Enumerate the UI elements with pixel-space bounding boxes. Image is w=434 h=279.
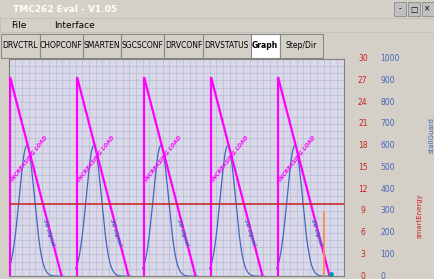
Bar [279, 34, 322, 58]
Text: SG signal: SG signal [109, 219, 122, 247]
Text: 200: 200 [380, 228, 394, 237]
Bar [203, 34, 250, 58]
Text: 15: 15 [357, 163, 367, 172]
Text: SG signal: SG signal [176, 219, 189, 247]
Text: DRVCTRL: DRVCTRL [3, 41, 38, 50]
Text: File: File [11, 21, 26, 30]
Text: Step/Dir: Step/Dir [285, 41, 316, 50]
Text: 600: 600 [380, 141, 394, 150]
Text: INCREASING LOAD: INCREASING LOAD [76, 135, 115, 182]
Text: 18: 18 [357, 141, 367, 150]
Bar [40, 34, 83, 58]
Text: TMC262 Eval - V1.05: TMC262 Eval - V1.05 [13, 4, 117, 14]
Bar [393, 2, 405, 16]
Text: INCREASING LOAD: INCREASING LOAD [10, 135, 48, 182]
Bar [1, 34, 40, 58]
Text: Interface: Interface [54, 21, 95, 30]
Text: 12: 12 [357, 185, 367, 194]
Text: 3: 3 [359, 250, 365, 259]
Text: 400: 400 [380, 185, 394, 194]
Text: DRVCONF: DRVCONF [164, 41, 202, 50]
Text: INCREASING LOAD: INCREASING LOAD [143, 135, 182, 182]
Text: 0: 0 [380, 272, 385, 279]
Text: INCREASING LOAD: INCREASING LOAD [277, 135, 316, 182]
Bar [322, 211, 325, 276]
Text: stallGuard: stallGuard [427, 117, 434, 153]
Bar [164, 34, 202, 58]
Text: 21: 21 [357, 119, 367, 128]
Text: SMARTEN: SMARTEN [84, 41, 120, 50]
Text: DRVSTATUS: DRVSTATUS [204, 41, 248, 50]
Text: 30: 30 [357, 54, 367, 63]
Bar [407, 2, 419, 16]
Text: -: - [398, 4, 400, 14]
Bar [421, 2, 433, 16]
Text: 24: 24 [357, 98, 367, 107]
Text: 500: 500 [380, 163, 394, 172]
Text: INCREASING LOAD: INCREASING LOAD [210, 135, 249, 182]
Bar [121, 34, 164, 58]
Text: 800: 800 [380, 98, 394, 107]
Text: □: □ [409, 4, 416, 14]
Bar [250, 34, 279, 58]
Text: 700: 700 [380, 119, 394, 128]
Text: 100: 100 [380, 250, 394, 259]
Text: ×: × [424, 4, 430, 14]
Text: SG signal: SG signal [42, 219, 56, 247]
Text: 300: 300 [380, 206, 394, 215]
Text: CHOPCONF: CHOPCONF [40, 41, 82, 50]
Bar [82, 34, 121, 58]
Text: 27: 27 [357, 76, 367, 85]
Text: SG signal: SG signal [309, 219, 323, 247]
Text: 1000: 1000 [380, 54, 399, 63]
Text: 0: 0 [359, 272, 365, 279]
Text: SGCSCONF: SGCSCONF [122, 41, 164, 50]
Text: smartEnergy: smartEnergy [416, 193, 422, 238]
Text: 6: 6 [359, 228, 365, 237]
Text: 9: 9 [359, 206, 365, 215]
Text: Graph: Graph [252, 41, 278, 50]
Text: 900: 900 [380, 76, 394, 85]
Text: SG signal: SG signal [243, 219, 256, 247]
